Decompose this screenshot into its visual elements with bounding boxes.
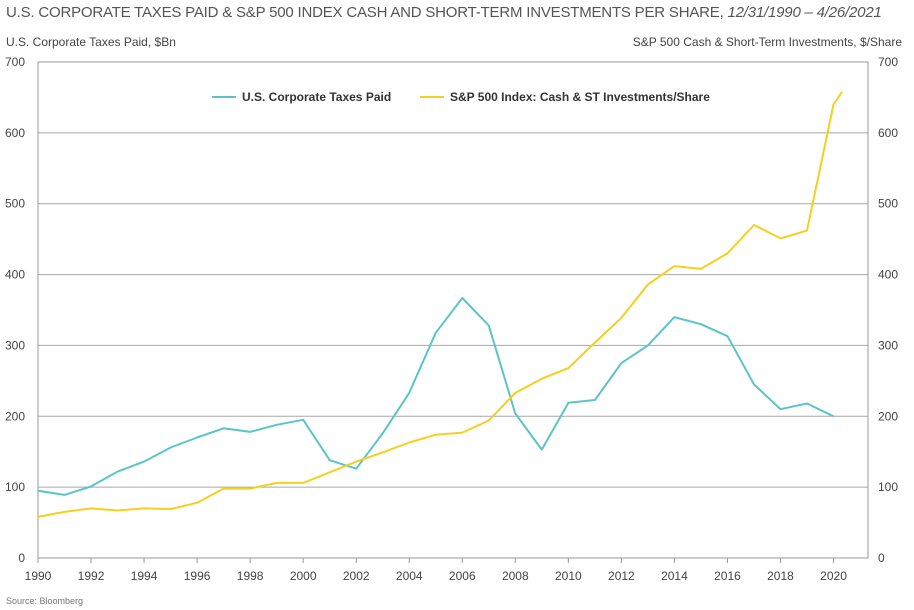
x-tick-label: 1992	[78, 569, 105, 583]
x-tick-label: 2020	[820, 569, 847, 583]
x-tick-label: 2006	[449, 569, 476, 583]
y-tick-left-label: 100	[5, 480, 25, 494]
y-tick-right-label: 200	[878, 409, 898, 423]
plot-area	[37, 61, 869, 559]
y-tick-left-label: 700	[5, 55, 25, 69]
y-tick-right-label: 300	[878, 338, 898, 352]
x-tick-label: 2000	[290, 569, 317, 583]
y-tick-left-label: 0	[18, 551, 25, 565]
y-axis-left-label: U.S. Corporate Taxes Paid, $Bn	[6, 35, 176, 49]
x-tick-label: 2016	[714, 569, 741, 583]
x-tick-label: 1994	[131, 569, 158, 583]
chart-title: U.S. CORPORATE TAXES PAID & S&P 500 INDE…	[6, 4, 882, 21]
x-tick-label: 2014	[661, 569, 688, 583]
y-tick-right-label: 700	[878, 55, 898, 69]
source-note: Source: Bloomberg	[6, 596, 84, 606]
x-tick-label: 2018	[767, 569, 794, 583]
chart-title-main: U.S. CORPORATE TAXES PAID & S&P 500 INDE…	[6, 4, 728, 21]
y-tick-right-label: 500	[878, 197, 898, 211]
legend-label: U.S. Corporate Taxes Paid	[242, 90, 391, 104]
y-tick-left-label: 200	[5, 409, 25, 423]
y-tick-left-label: 500	[5, 197, 25, 211]
series-line-sp500-cash	[37, 91, 843, 518]
y-tick-left-label: 400	[5, 268, 25, 282]
y-tick-right-label: 400	[878, 268, 898, 282]
x-tick-label: 2012	[608, 569, 635, 583]
y-axis-left-ticks: 0 100 200 300 400 500 600 700	[5, 55, 25, 565]
y-tick-left-label: 300	[5, 338, 25, 352]
y-tick-right-label: 600	[878, 126, 898, 140]
y-tick-right-label: 0	[878, 551, 885, 565]
legend-label: S&P 500 Index: Cash & ST Investments/Sha…	[450, 90, 710, 104]
y-tick-left-label: 600	[5, 126, 25, 140]
legend: U.S. Corporate Taxes Paid S&P 500 Index: …	[212, 90, 710, 104]
series-line-corporate-taxes	[37, 297, 834, 496]
series-lines	[37, 91, 843, 518]
x-tick-label: 2004	[396, 569, 423, 583]
chart-title-dates: 12/31/1990 – 4/26/2021	[727, 4, 882, 21]
x-axis-ticks: 1990 1992 1994 1996 1998 2000 2002 2004 2006 2008…	[25, 558, 847, 583]
x-tick-label: 2008	[502, 569, 529, 583]
y-axis-right-ticks: 0 100 200 300 400 500 600 700	[878, 55, 898, 565]
x-tick-label: 2002	[343, 569, 370, 583]
y-axis-right-label: S&P 500 Cash & Short-Term Investments, $…	[632, 35, 902, 49]
x-tick-label: 2010	[555, 569, 582, 583]
x-tick-label: 1998	[237, 569, 264, 583]
x-tick-label: 1990	[25, 569, 52, 583]
x-tick-label: 1996	[184, 569, 211, 583]
y-tick-right-label: 100	[878, 480, 898, 494]
